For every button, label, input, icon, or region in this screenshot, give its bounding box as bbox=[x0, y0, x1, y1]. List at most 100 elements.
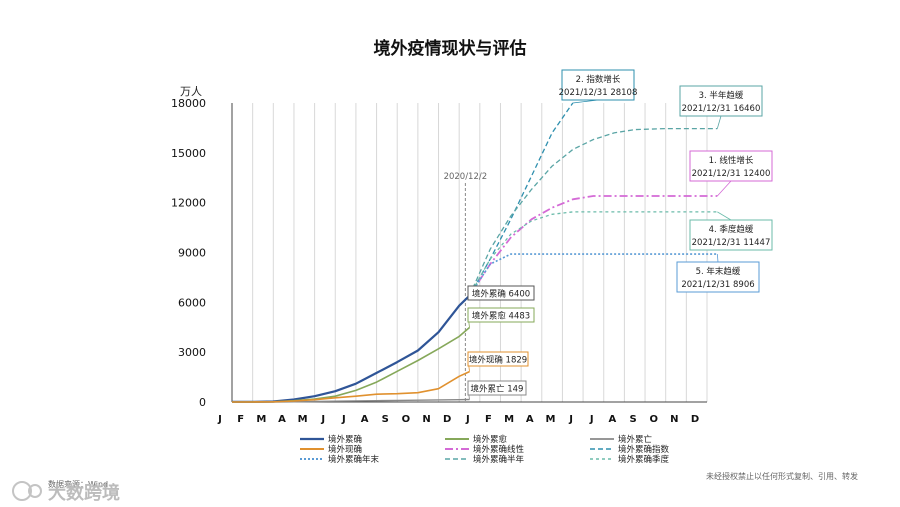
series-line-7 bbox=[468, 127, 718, 296]
series-line-5 bbox=[468, 102, 574, 297]
series-line-1 bbox=[231, 326, 471, 403]
x-tick-label-22: N bbox=[670, 414, 678, 425]
legend-item-0: 境外累确 bbox=[300, 434, 362, 445]
legend-label-2: 境外累亡 bbox=[618, 434, 653, 445]
legend-item-7: 境外累确半年 bbox=[445, 454, 525, 465]
callout-box-0 bbox=[467, 285, 535, 301]
callout-value-4: 2021/12/31 28108 bbox=[559, 88, 638, 98]
watermark-logo-icon bbox=[12, 481, 32, 501]
series-line-6 bbox=[468, 253, 718, 297]
callout-title-4: 2. 指数增长 bbox=[576, 74, 621, 85]
callout-6: 1. 线性增长 2021/12/31 12400 bbox=[689, 150, 773, 197]
legend-item-1: 境外累愈 bbox=[445, 434, 508, 445]
x-tick-label-12: J bbox=[465, 414, 470, 425]
y-tick-label-0: 0 bbox=[199, 396, 206, 409]
x-tick-label-0: J bbox=[217, 414, 222, 425]
legend-item-4: 境外累确线性 bbox=[445, 444, 525, 455]
callout-8: 5. 年末趋缓 2021/12/31 8906 bbox=[676, 254, 760, 293]
x-tick-label-18: J bbox=[589, 414, 594, 425]
x-tick-label-11: D bbox=[443, 414, 451, 425]
source-note: 数据来源：Wind bbox=[48, 479, 108, 489]
x-tick-label-1: F bbox=[237, 414, 244, 425]
callout-leader-7 bbox=[717, 211, 732, 221]
x-tick-label-2: M bbox=[256, 414, 266, 425]
callout-box-6 bbox=[689, 150, 773, 182]
x-tick-label-17: J bbox=[568, 414, 573, 425]
callout-box-7 bbox=[689, 219, 773, 251]
callout-4: 2. 指数增长 2021/12/31 28108 bbox=[559, 69, 638, 104]
x-tick-label-9: O bbox=[402, 414, 411, 425]
legend-item-2: 境外累亡 bbox=[590, 434, 653, 445]
legend-label-3: 境外现确 bbox=[328, 444, 362, 455]
callout-box-3 bbox=[467, 380, 527, 396]
x-tick-label-13: F bbox=[485, 414, 492, 425]
y-tick-label-3: 9000 bbox=[178, 247, 206, 260]
callout-value-5: 2021/12/31 16460 bbox=[682, 104, 761, 114]
callout-box-8 bbox=[676, 261, 760, 293]
x-tick-label-23: D bbox=[691, 414, 699, 425]
x-tick-label-21: O bbox=[649, 414, 658, 425]
series-line-3 bbox=[232, 370, 470, 403]
chart-title: 境外疫情现状与评估 bbox=[374, 38, 527, 59]
y-tick-label-2: 6000 bbox=[178, 296, 206, 309]
x-tick-label-15: A bbox=[526, 414, 534, 425]
date-marker: 2020/12/2 bbox=[444, 172, 488, 402]
legend-item-5: 境外累确指数 bbox=[590, 444, 670, 455]
watermark-logo-icon-small bbox=[28, 484, 42, 498]
callout-title-1: 境外累愈 4483 bbox=[472, 311, 530, 322]
callout-2: 境外现确 1829 bbox=[467, 351, 529, 372]
callout-box-1 bbox=[467, 307, 535, 323]
series-line-0 bbox=[232, 294, 471, 403]
watermark: 大数跨境 bbox=[12, 481, 120, 504]
legend-label-7: 境外累确半年 bbox=[473, 454, 525, 465]
callout-leader-8 bbox=[716, 254, 719, 263]
x-tick-label-8: S bbox=[382, 414, 389, 425]
legend-label-5: 境外累确指数 bbox=[618, 444, 670, 455]
callout-leader-5 bbox=[716, 115, 722, 129]
y-tick-label-1: 3000 bbox=[178, 346, 206, 359]
callouts: 境外累确 6400 境外累愈 4483 境外现确 1829 境外累亡 149 2. 指数… bbox=[467, 69, 773, 400]
x-tick-label-5: J bbox=[320, 414, 325, 425]
callout-value-6: 2021/12/31 12400 bbox=[692, 169, 771, 179]
legend-item-6: 境外累确年末 bbox=[300, 454, 380, 465]
x-tick-label-16: M bbox=[545, 414, 555, 425]
x-tick-label-7: A bbox=[361, 414, 369, 425]
legend-label-0: 境外累确 bbox=[328, 434, 362, 445]
callout-value-8: 2021/12/31 8906 bbox=[681, 280, 754, 290]
callout-title-6: 1. 线性增长 bbox=[709, 155, 754, 166]
callout-box-4 bbox=[561, 69, 635, 101]
legend-label-4: 境外累确线性 bbox=[473, 444, 525, 455]
callout-0: 境外累确 6400 bbox=[467, 285, 535, 301]
x-tick-label-4: M bbox=[298, 414, 308, 425]
series-lines bbox=[231, 102, 718, 403]
copyright-note: 未经授权禁止以任何形式复制、引用、转发 bbox=[706, 471, 858, 481]
watermark-text: 大数跨境 bbox=[48, 482, 120, 504]
x-tick-label-19: A bbox=[609, 414, 617, 425]
y-tick-label-6: 18000 bbox=[171, 97, 206, 110]
x-tick-label-6: J bbox=[341, 414, 346, 425]
callout-title-8: 5. 年末趋缓 bbox=[696, 266, 741, 277]
x-tick-label-10: N bbox=[422, 414, 430, 425]
date-marker-label: 2020/12/2 bbox=[444, 172, 488, 182]
x-tick-label-20: S bbox=[629, 414, 636, 425]
callout-7: 4. 季度趋缓 2021/12/31 11447 bbox=[689, 211, 773, 251]
legend-item-8: 境外累确季度 bbox=[590, 454, 670, 465]
callout-3: 境外累亡 149 bbox=[467, 380, 527, 400]
callout-box-5 bbox=[679, 85, 763, 117]
callout-title-3: 境外累亡 149 bbox=[471, 384, 524, 395]
callout-title-7: 4. 季度趋缓 bbox=[709, 224, 754, 235]
series-line-8 bbox=[468, 211, 718, 297]
y-axis-unit: 万人 bbox=[180, 85, 202, 98]
series-line-4 bbox=[468, 195, 718, 297]
callout-title-5: 3. 半年趋缓 bbox=[699, 90, 744, 101]
callout-box-2 bbox=[467, 351, 529, 367]
x-tick-label-14: M bbox=[504, 414, 514, 425]
y-ticks: 0 3000 6000 9000 12000 15000 18000 bbox=[171, 97, 206, 409]
callout-title-0: 境外累确 6400 bbox=[472, 289, 530, 300]
grid bbox=[231, 103, 708, 403]
callout-leader-6 bbox=[717, 180, 732, 197]
x-tick-label-3: A bbox=[278, 414, 286, 425]
